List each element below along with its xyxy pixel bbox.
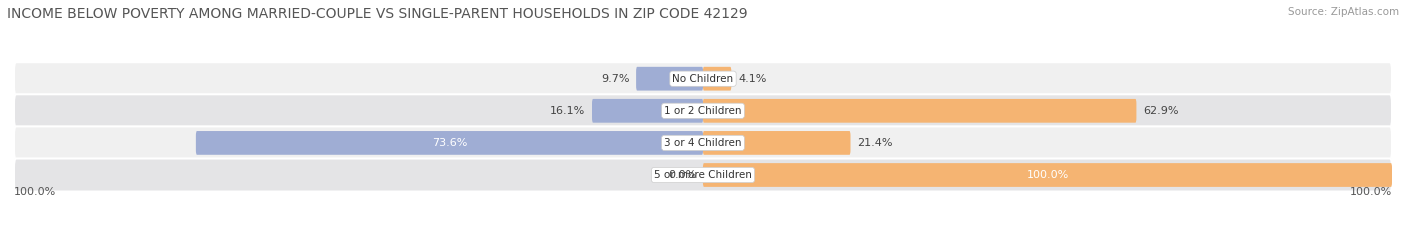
FancyBboxPatch shape: [703, 163, 1392, 187]
Text: 5 or more Children: 5 or more Children: [654, 170, 752, 180]
FancyBboxPatch shape: [14, 94, 1392, 127]
Text: 100.0%: 100.0%: [1350, 187, 1392, 197]
Text: 9.7%: 9.7%: [600, 74, 630, 84]
Text: No Children: No Children: [672, 74, 734, 84]
Text: 100.0%: 100.0%: [1026, 170, 1069, 180]
Text: 3 or 4 Children: 3 or 4 Children: [664, 138, 742, 148]
Text: 1 or 2 Children: 1 or 2 Children: [664, 106, 742, 116]
FancyBboxPatch shape: [14, 62, 1392, 95]
FancyBboxPatch shape: [703, 131, 851, 155]
Text: Source: ZipAtlas.com: Source: ZipAtlas.com: [1288, 7, 1399, 17]
Text: 100.0%: 100.0%: [14, 187, 56, 197]
FancyBboxPatch shape: [703, 99, 1136, 123]
FancyBboxPatch shape: [14, 158, 1392, 192]
FancyBboxPatch shape: [592, 99, 703, 123]
FancyBboxPatch shape: [636, 67, 703, 91]
Text: 0.0%: 0.0%: [668, 170, 696, 180]
Text: INCOME BELOW POVERTY AMONG MARRIED-COUPLE VS SINGLE-PARENT HOUSEHOLDS IN ZIP COD: INCOME BELOW POVERTY AMONG MARRIED-COUPL…: [7, 7, 748, 21]
Text: 4.1%: 4.1%: [738, 74, 766, 84]
FancyBboxPatch shape: [195, 131, 703, 155]
Text: 62.9%: 62.9%: [1143, 106, 1178, 116]
Text: 21.4%: 21.4%: [858, 138, 893, 148]
Text: 16.1%: 16.1%: [550, 106, 585, 116]
Text: 73.6%: 73.6%: [432, 138, 467, 148]
FancyBboxPatch shape: [703, 67, 731, 91]
FancyBboxPatch shape: [14, 126, 1392, 159]
